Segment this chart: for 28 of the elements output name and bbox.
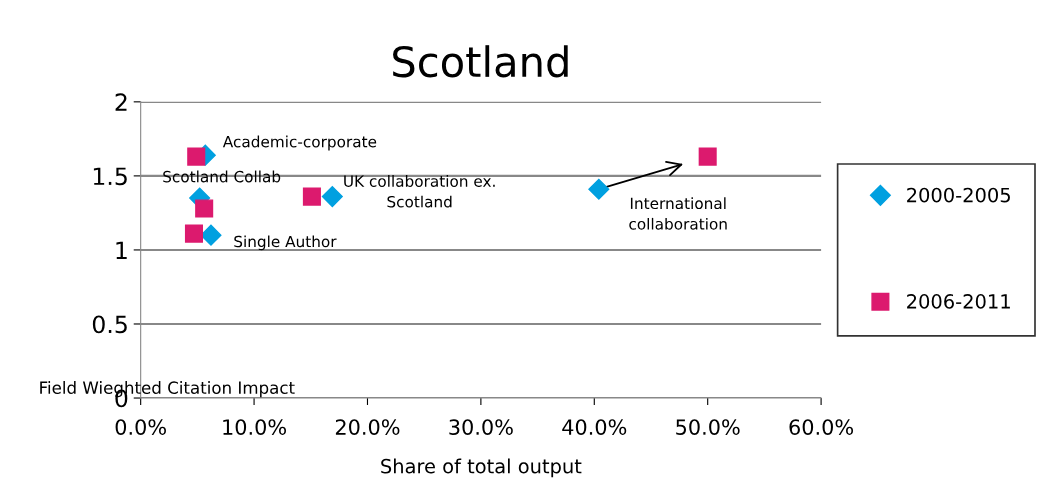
y-tick-label: 2 <box>115 93 127 111</box>
annotation: Single Author <box>234 235 337 251</box>
chart-title: Scotland <box>393 45 568 78</box>
x-tick-label: 30.0% <box>449 419 513 435</box>
point <box>195 199 214 218</box>
y-tick-label: 1 <box>116 241 127 259</box>
annotation: Academic-corporate <box>222 135 377 151</box>
legend-label: 2006-2011 <box>907 294 1010 309</box>
point <box>698 147 717 166</box>
y-tick-label: 1.5 <box>93 167 127 186</box>
point <box>302 187 321 206</box>
x-tick-label: 40.0% <box>562 419 627 435</box>
legend-label: 2000-2005 <box>907 187 1010 203</box>
x-tick-label: 20.0% <box>335 419 400 435</box>
point <box>184 224 203 243</box>
point <box>200 224 222 246</box>
point <box>321 186 343 208</box>
point <box>588 178 610 200</box>
point <box>187 147 206 166</box>
x-tick-label: 50.0% <box>676 419 740 435</box>
x-tick-label: 0.0% <box>115 419 166 435</box>
y-tick-label: 0.5 <box>92 315 127 334</box>
annotation: UK collaboration ex. Scotland <box>344 175 495 208</box>
x-axis-title: Share of total output <box>381 458 582 478</box>
annotation: International collaboration <box>629 197 727 230</box>
x-tick-label: 60.0% <box>789 419 854 435</box>
annotation: Scotland Collab <box>163 170 281 183</box>
x-tick-label: 10.0% <box>223 419 287 435</box>
